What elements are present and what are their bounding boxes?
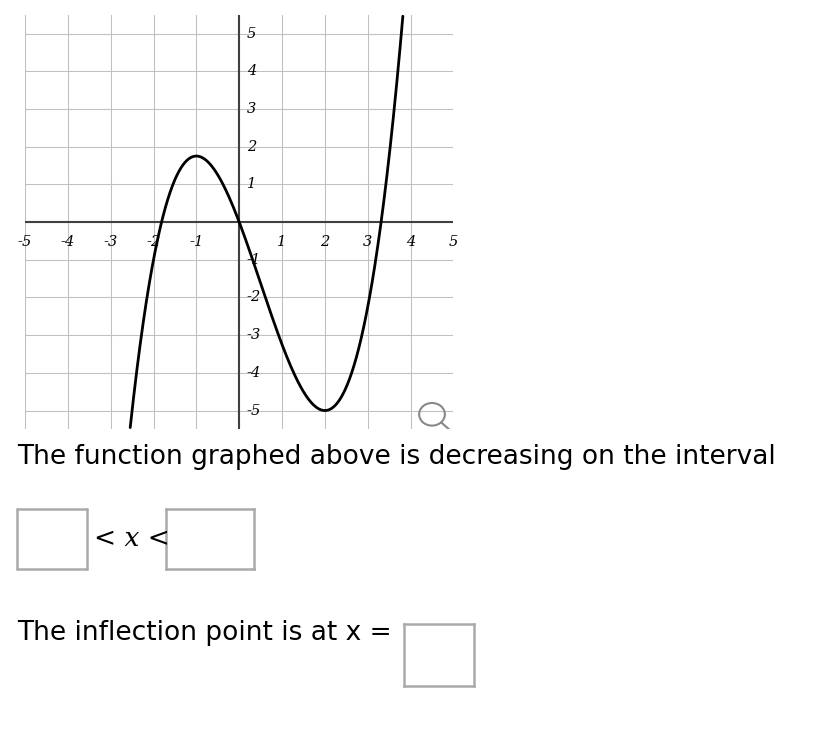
Text: -2: -2 [247,291,261,305]
Text: 4: 4 [247,65,256,79]
Text: -4: -4 [247,366,261,379]
Text: 4: 4 [406,235,415,250]
Text: -5: -5 [17,235,32,250]
Text: -4: -4 [61,235,75,250]
Text: 3: 3 [363,235,373,250]
Text: 2: 2 [320,235,329,250]
Text: -3: -3 [103,235,118,250]
Text: 3: 3 [247,102,256,116]
Text: -1: -1 [189,235,204,250]
Text: 2: 2 [247,139,256,153]
Text: -3: -3 [247,328,261,342]
Text: < x <: < x < [94,526,170,551]
Text: 1: 1 [247,178,256,192]
Text: -1: -1 [247,252,261,266]
Text: 5: 5 [448,235,458,250]
Text: The inflection point is at x =: The inflection point is at x = [17,620,391,646]
Text: -5: -5 [247,404,261,418]
Text: The function graphed above is decreasing on the interval: The function graphed above is decreasing… [17,444,775,470]
Text: 5: 5 [247,26,256,40]
Text: -2: -2 [146,235,161,250]
Text: 1: 1 [277,235,287,250]
